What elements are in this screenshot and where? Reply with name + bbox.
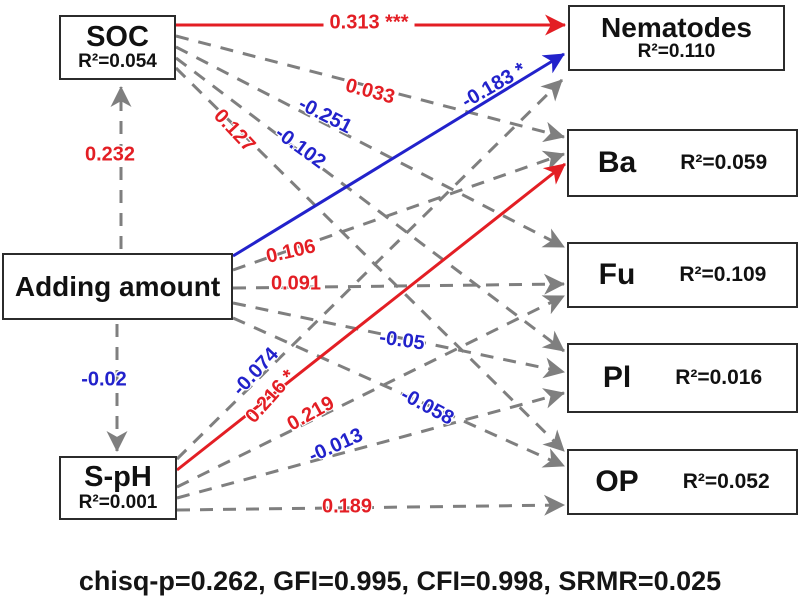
path-soc-fu — [175, 45, 565, 249]
path-sph-pl — [176, 388, 566, 500]
path-adding-fu — [232, 273, 566, 295]
node-ba-r2: R²=0.059 — [680, 151, 768, 175]
path-adding-ba — [232, 150, 565, 272]
node-fu-r2: R²=0.109 — [679, 263, 767, 287]
node-fu-label: Fu — [598, 258, 636, 292]
node-nematodes: Nematodes R²=0.110 — [568, 5, 785, 71]
path-adding-op — [232, 316, 565, 468]
node-pl-label: Pl — [602, 361, 632, 395]
node-sph: S-pH R²=0.001 — [59, 456, 177, 520]
node-adding-amount: Adding amount — [2, 253, 233, 320]
path-soc-pl — [175, 56, 565, 353]
coef-adding-fu: 0.091 — [270, 272, 322, 295]
node-sph-label: S-pH — [84, 461, 152, 494]
node-soc: SOC R²=0.054 — [59, 15, 176, 80]
path-sph-op — [176, 494, 566, 516]
path-adding-nematodes — [232, 52, 565, 258]
node-sph-r2: R²=0.001 — [78, 491, 158, 513]
node-ba: Ba R²=0.059 — [567, 129, 798, 197]
node-fu: Fu R²=0.109 — [567, 242, 798, 308]
coef-soc-nematodes: 0.313 *** — [323, 11, 415, 35]
path-soc-ba — [175, 34, 566, 143]
path-adding-pl — [232, 301, 566, 379]
node-nematodes-label: Nematodes — [601, 11, 752, 43]
node-nematodes-r2: R²=0.110 — [637, 41, 716, 63]
node-ba-label: Ba — [597, 146, 637, 180]
path-sph-fu — [176, 294, 565, 489]
node-op-label: OP — [595, 465, 639, 499]
node-op: OP R²=0.052 — [567, 449, 798, 515]
node-soc-r2: R²=0.054 — [78, 51, 157, 73]
node-pl-r2: R²=0.016 — [675, 366, 763, 390]
coef-adding-sph: -0.02 — [81, 368, 127, 391]
coef-adding-soc: 0.232 — [84, 143, 136, 166]
coef-sph-op: 0.189 — [321, 495, 373, 518]
node-adding-amount-label: Adding amount — [14, 270, 221, 302]
path-sph-ba — [176, 162, 566, 472]
node-op-r2: R²=0.052 — [682, 470, 770, 494]
node-pl: Pl R²=0.016 — [567, 343, 798, 413]
model-fit-statistics: chisq-p=0.262, GFI=0.995, CFI=0.998, SRM… — [78, 566, 722, 596]
node-soc-label: SOC — [86, 20, 149, 53]
